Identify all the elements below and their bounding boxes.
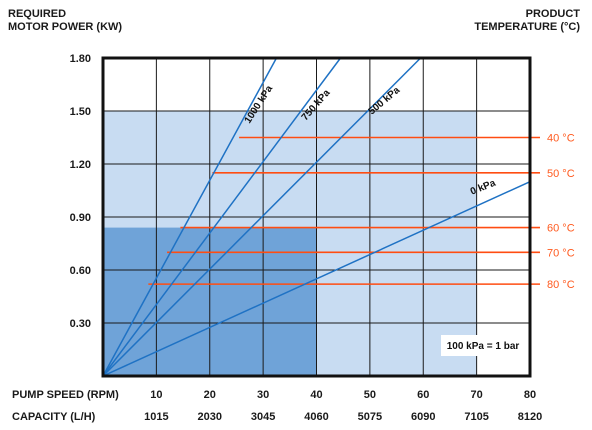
x-tick-label: 10 bbox=[150, 389, 162, 401]
pump-speed-row-label: PUMP SPEED (RPM) bbox=[12, 389, 119, 401]
capacity-tick-label: 8120 bbox=[518, 411, 542, 423]
pressure-line bbox=[102, 57, 342, 377]
x-tick-labels: 10 20 30 40 50 60 70 80 bbox=[150, 389, 536, 401]
pressure-line bbox=[102, 57, 422, 377]
y-axis-title-line2: MOTOR POWER (KW) bbox=[8, 21, 123, 33]
temperature-limits: 40 °C 50 °C 60 °C 70 °C 80 °C bbox=[148, 133, 575, 291]
y-tick-label: 1.80 bbox=[70, 53, 91, 65]
capacity-tick-label: 2030 bbox=[198, 411, 222, 423]
x-tick-label: 30 bbox=[257, 389, 269, 401]
y-tick-label: 1.20 bbox=[70, 159, 91, 171]
capacity-row-label: CAPACITY (L/H) bbox=[12, 411, 96, 423]
temperature-label: 80 °C bbox=[547, 279, 575, 291]
y-tick-label: 1.50 bbox=[70, 106, 91, 118]
temperature-axis-title-line2: TEMPERATURE (°C) bbox=[474, 21, 580, 33]
pressure-line bbox=[102, 180, 531, 377]
x-tick-label: 40 bbox=[310, 389, 322, 401]
unit-note: 100 kPa = 1 bar bbox=[441, 335, 526, 356]
capacity-tick-label: 6090 bbox=[411, 411, 435, 423]
x-tick-label: 60 bbox=[417, 389, 429, 401]
temperature-label: 40 °C bbox=[547, 133, 575, 145]
unit-note-box bbox=[441, 335, 526, 356]
x-tick-label: 70 bbox=[471, 389, 483, 401]
temperature-label: 50 °C bbox=[547, 168, 575, 180]
y-tick-label: 0.30 bbox=[70, 318, 91, 330]
y-axis-title: REQUIRED MOTOR POWER (KW) bbox=[8, 8, 122, 34]
unit-note-text: 100 kPa = 1 bar bbox=[447, 341, 520, 352]
y-tick-labels: 1.80 1.50 1.20 0.90 0.60 0.30 bbox=[70, 53, 91, 330]
x-tick-label: 50 bbox=[364, 389, 376, 401]
capacity-tick-label: 7105 bbox=[464, 411, 488, 423]
plot-frame bbox=[101, 56, 532, 378]
temperature-label: 70 °C bbox=[547, 247, 575, 259]
capacity-tick-label: 3045 bbox=[251, 411, 275, 423]
pressure-line bbox=[102, 57, 278, 377]
x-tick-label: 80 bbox=[524, 389, 536, 401]
plot-border bbox=[101, 56, 532, 378]
capacity-tick-labels: 1015 2030 3045 4060 5075 6090 7105 8120 bbox=[144, 411, 542, 423]
temperature-axis-title: PRODUCT TEMPERATURE (°C) bbox=[474, 8, 580, 34]
temperature-label: 60 °C bbox=[547, 223, 575, 235]
y-tick-label: 0.60 bbox=[70, 265, 91, 277]
temperature-axis-title-line1: PRODUCT bbox=[525, 8, 580, 20]
capacity-tick-label: 4060 bbox=[304, 411, 328, 423]
y-tick-label: 0.90 bbox=[70, 212, 91, 224]
capacity-tick-label: 1015 bbox=[144, 411, 168, 423]
x-tick-label: 20 bbox=[204, 389, 216, 401]
y-axis-title-line1: REQUIRED bbox=[8, 8, 67, 20]
capacity-tick-label: 5075 bbox=[358, 411, 382, 423]
